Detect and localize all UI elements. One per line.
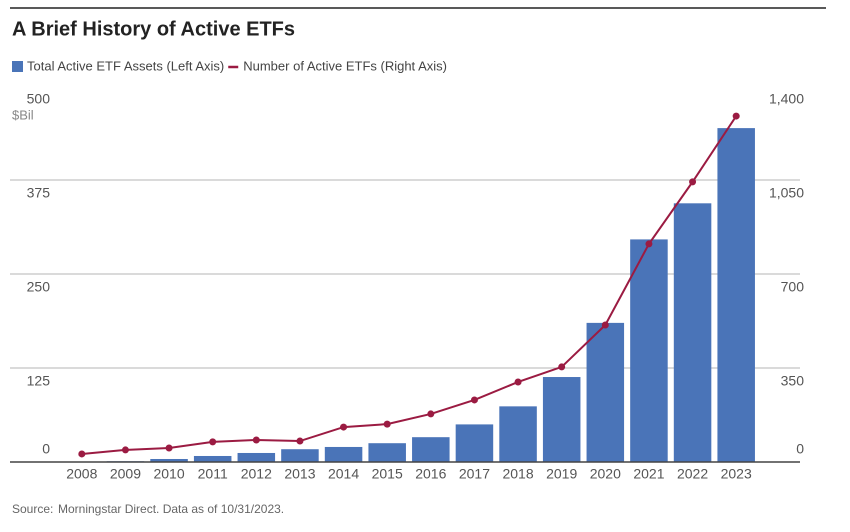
line-point xyxy=(732,112,740,120)
x-tick-label: 2016 xyxy=(415,466,446,482)
y2-tick-label: 0 xyxy=(796,441,804,457)
source-label: Source: xyxy=(12,502,53,516)
bar xyxy=(673,203,712,462)
x-tick-label: 2012 xyxy=(241,466,272,482)
y2-tick-label: 1,400 xyxy=(769,91,804,107)
x-tick-label: 2019 xyxy=(546,466,577,482)
line-point xyxy=(601,321,609,329)
line-point xyxy=(296,437,304,445)
y-tick-label: 0 xyxy=(42,441,50,457)
x-tick-label: 2011 xyxy=(198,466,228,482)
x-tick-label: 2013 xyxy=(284,466,315,482)
x-tick-label: 2017 xyxy=(459,466,490,482)
x-tick-label: 2009 xyxy=(110,466,141,482)
line-point xyxy=(209,438,217,446)
line-point xyxy=(558,363,566,371)
line xyxy=(81,115,738,455)
line-point xyxy=(645,240,653,248)
x-tick-label: 2010 xyxy=(153,466,184,482)
bar xyxy=(324,446,363,462)
bar xyxy=(412,437,450,462)
y2-tick-label: 700 xyxy=(781,279,805,295)
line-point xyxy=(121,446,129,454)
line-point xyxy=(78,450,86,458)
x-tick-label: 2023 xyxy=(721,466,752,482)
bar xyxy=(237,452,276,462)
y-tick-label: 250 xyxy=(27,279,51,295)
line-point xyxy=(252,436,260,444)
line-point xyxy=(427,410,435,418)
line-point xyxy=(340,423,348,431)
line-point xyxy=(514,378,522,386)
x-tick-label: 2018 xyxy=(502,466,533,482)
legend-label: Number of Active ETFs (Right Axis) xyxy=(243,58,447,73)
x-tick-label: 2015 xyxy=(372,466,403,482)
x-tick-label: 2008 xyxy=(66,466,97,482)
line-point xyxy=(470,396,478,404)
source: Morningstar Direct. Data as of 10/31/202… xyxy=(58,502,284,516)
y-unit: $Bil xyxy=(12,107,34,122)
bar xyxy=(630,239,668,462)
line-point xyxy=(689,178,697,186)
bar xyxy=(193,455,232,462)
bar xyxy=(542,377,581,462)
y-tick-label: 125 xyxy=(27,373,51,389)
bar xyxy=(150,458,188,462)
bar xyxy=(586,322,625,462)
line-point xyxy=(383,420,391,428)
legend-label: Total Active ETF Assets (Left Axis) xyxy=(27,58,224,73)
legend-swatch xyxy=(12,61,23,72)
bar xyxy=(281,449,319,462)
bar xyxy=(455,424,494,462)
x-tick-label: 2022 xyxy=(677,466,708,482)
y-tick-label: 375 xyxy=(27,185,51,201)
x-tick-label: 2021 xyxy=(633,466,664,482)
line-point xyxy=(165,444,173,452)
bar xyxy=(499,406,537,462)
bar xyxy=(717,128,755,462)
x-tick-label: 2020 xyxy=(590,466,621,482)
y-tick-label: 500 xyxy=(27,91,51,107)
x-tick-label: 2014 xyxy=(328,466,359,482)
bar xyxy=(368,443,406,462)
y2-tick-label: 350 xyxy=(781,373,805,389)
y2-tick-label: 1,050 xyxy=(769,185,804,201)
chart-title: A Brief History of Active ETFs xyxy=(12,18,295,40)
